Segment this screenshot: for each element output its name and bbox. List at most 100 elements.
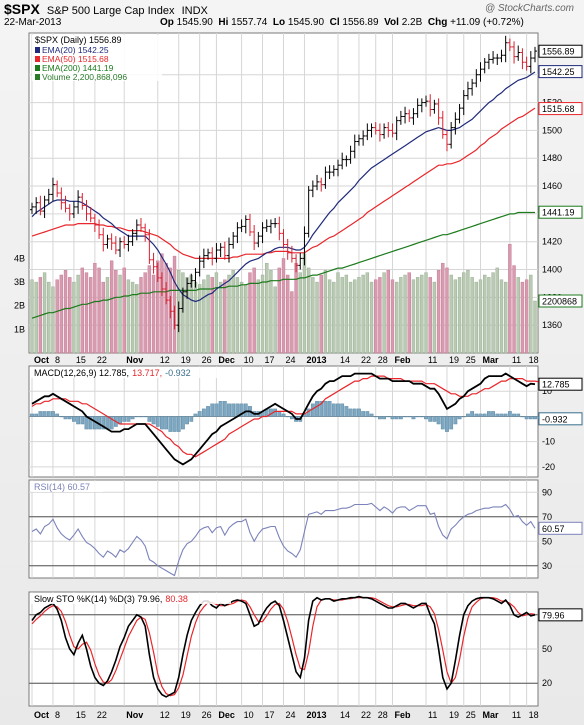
macd-histogram-bar <box>336 403 340 417</box>
macd-histogram-bar <box>394 416 399 420</box>
volume-bar <box>483 274 487 354</box>
volume-bar <box>374 279 378 354</box>
volume-bar <box>89 277 93 354</box>
macd-histogram-bar <box>457 416 462 420</box>
price-x-label: 11 <box>428 355 437 365</box>
macd-histogram-bar <box>369 413 374 417</box>
price-x-label: Oct <box>34 355 49 365</box>
volume-bar <box>80 267 84 354</box>
price-tick-label: 1360 <box>542 320 562 330</box>
volume-bar <box>503 281 508 354</box>
volume-bar <box>244 284 248 354</box>
volume-bar <box>315 281 319 354</box>
macd-histogram-bar <box>453 416 458 425</box>
macd-histogram-bar <box>378 416 382 420</box>
volume-bar <box>386 270 390 354</box>
macd-histogram-bar <box>160 416 164 430</box>
sto-x-label: Feb <box>394 710 411 720</box>
volume-bar <box>197 284 202 354</box>
macd-histogram-bar <box>520 416 525 418</box>
macd-histogram-bar <box>323 401 328 417</box>
macd-histogram-bar <box>474 413 479 417</box>
volume-bar <box>265 262 269 354</box>
volume-bar <box>311 277 315 354</box>
volume-tag: 2200868 <box>542 297 577 307</box>
macd-histogram-bar <box>285 416 290 418</box>
date: 22-Mar-2013 <box>4 17 62 28</box>
macd-histogram-bar <box>487 411 491 417</box>
volume-bar <box>336 272 340 354</box>
macd-histogram-bar <box>172 416 177 432</box>
volume-bar <box>130 281 135 354</box>
volume-bar <box>332 281 336 354</box>
macd-histogram-bar <box>528 416 533 420</box>
volume-bar <box>122 267 126 354</box>
volume-bar <box>424 272 428 354</box>
volume-bar <box>378 277 382 354</box>
price-x-label: 25 <box>466 355 476 365</box>
stockcharts-logo: @ StockCharts.com <box>484 3 574 14</box>
volume-bar <box>361 274 365 354</box>
volume-bar <box>202 279 206 354</box>
macd-histogram-bar <box>168 416 173 432</box>
volume-bar <box>47 281 51 354</box>
volume-bar <box>248 272 252 354</box>
legend-label: EMA(50) 1515.68 <box>42 54 109 64</box>
macd-legend-bg <box>31 367 241 378</box>
macd-histogram-bar <box>495 413 500 417</box>
macd-histogram-bar <box>84 416 89 430</box>
rsi-tick-label: 90 <box>542 487 552 497</box>
volume-bar <box>269 270 273 354</box>
volume-bar <box>290 291 294 354</box>
sto-x-label: Nov <box>126 710 143 720</box>
volume-bar <box>235 277 240 354</box>
price-x-label: 22 <box>97 355 107 365</box>
macd-histogram-bar <box>445 416 449 432</box>
volume-bar <box>323 270 328 354</box>
price-x-label: Feb <box>394 355 411 365</box>
macd-histogram-bar <box>239 403 244 417</box>
macd-histogram-bar <box>466 413 470 417</box>
macd-histogram-bar <box>51 411 55 417</box>
volume-bar <box>30 279 34 354</box>
volume-bar <box>466 270 470 354</box>
macd-histogram-bar <box>80 416 85 425</box>
volume-bar <box>206 274 210 354</box>
volume-bar <box>55 279 59 354</box>
volume-bar <box>286 274 290 354</box>
legend-swatch <box>35 65 40 71</box>
volume-bar <box>524 279 529 354</box>
sto-x-label: 19 <box>449 710 459 720</box>
volume-bar <box>214 272 219 354</box>
macd-histogram-bar <box>365 411 370 417</box>
volume-bar <box>160 253 164 354</box>
sto-x-label: 18 <box>529 710 539 720</box>
volume-bar <box>218 281 223 354</box>
volume-bar <box>327 279 332 354</box>
macd-histogram-bar <box>344 406 349 417</box>
price-legend-title: $SPX (Daily) 1556.89 <box>35 35 122 45</box>
macd-histogram-bar <box>327 401 332 417</box>
macd-histogram-bar <box>403 416 407 418</box>
sto-x-label: Mar <box>483 710 500 720</box>
macd-tick-label: 10 <box>542 386 552 396</box>
volume-bar <box>84 272 89 354</box>
price-x-label: Nov <box>126 355 143 365</box>
volume-bar <box>533 300 537 354</box>
macd-histogram-bar <box>63 416 68 420</box>
macd-histogram-bar <box>499 413 504 417</box>
volume-bar <box>281 258 286 354</box>
volume-bar <box>462 272 466 354</box>
sto-x-label: 2013 <box>306 710 326 720</box>
macd-histogram-bar <box>491 411 495 417</box>
legend-entry: MACD(12,26,9) 12.785, <box>34 368 129 378</box>
rsi-legend-bg <box>31 481 103 492</box>
volume-bar <box>210 277 214 354</box>
quote-line: Op 1545.90 Hi 1557.74 Lo 1545.90 Cl 1556… <box>160 17 524 28</box>
sto-x-label: 22 <box>361 710 371 720</box>
volume-bar <box>319 274 323 354</box>
sto-x-label: 15 <box>76 710 86 720</box>
price-x-label: 26 <box>202 355 212 365</box>
volume-bar <box>453 279 458 354</box>
